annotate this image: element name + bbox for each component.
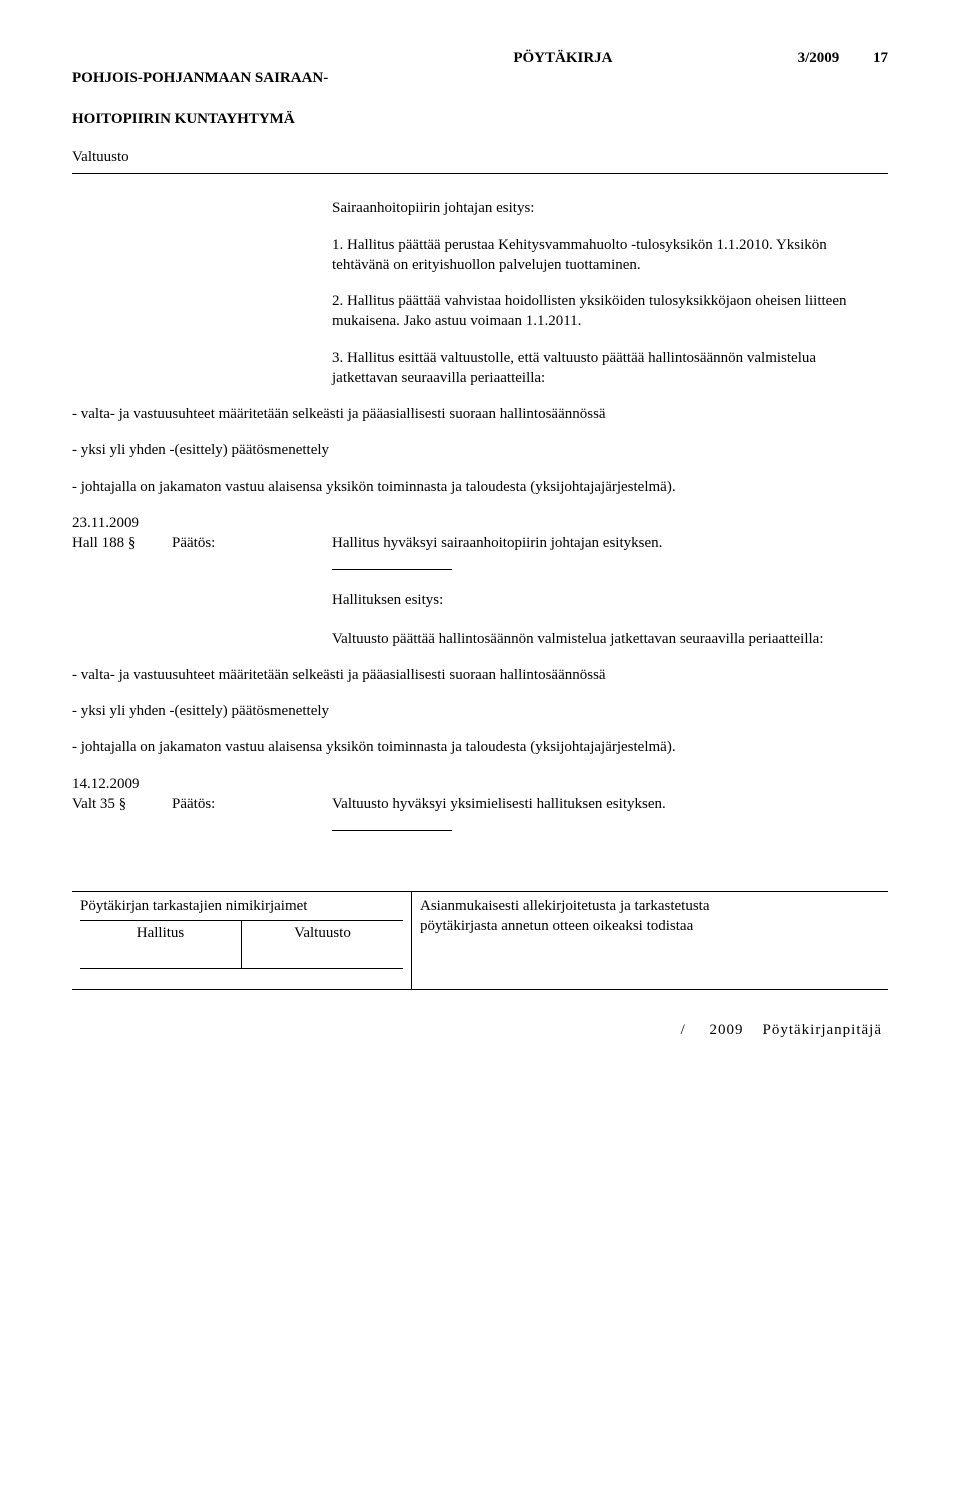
org-line2: HOITOPIIRIN KUNTAYHTYMÄ (72, 111, 295, 127)
item-1: 1. Hallitus päättää perustaa Kehitysvamm… (332, 235, 878, 276)
bottom-role: Pöytäkirjanpitäjä (763, 1022, 882, 1038)
decision2-label: Päätös: (172, 774, 332, 815)
document-header: POHJOIS-POHJANMAAN SAIRAAN- HOITOPIIRIN … (72, 48, 888, 129)
doc-type: PÖYTÄKIRJA (513, 48, 612, 129)
divider (72, 173, 888, 174)
page-bottom: / 2009 Pöytäkirjanpitäjä (72, 1020, 888, 1040)
decision-row-1: 23.11.2009 Hall 188 § Päätös: Hallitus h… (72, 513, 888, 554)
bottom-slash: / (681, 1022, 686, 1038)
doc-number: 3/2009 (798, 50, 840, 66)
footer-table: Pöytäkirjan tarkastajien nimikirjaimet H… (72, 891, 888, 990)
footer-right-line1: Asianmukaisesti allekirjoitetusta ja tar… (420, 896, 880, 916)
decision-row-2: 14.12.2009 Valt 35 § Päätös: Valtuusto h… (72, 774, 888, 815)
board-bullet-1: - valta- ja vastuusuhteet määritetään se… (72, 665, 878, 685)
board-proposal-p1: Valtuusto päättää hallintosäännön valmis… (332, 629, 878, 649)
proposal-label: Sairaanhoitopiirin johtajan esitys: (332, 198, 878, 218)
decision-label: Päätös: (172, 513, 332, 554)
org-line1: POHJOIS-POHJANMAAN SAIRAAN- (72, 70, 328, 86)
decision2-ref: Valt 35 § (72, 796, 126, 812)
decision2-text: Valtuusto hyväksyi yksimielisesti hallit… (332, 774, 888, 815)
decision-ref: Hall 188 § (72, 535, 135, 551)
board-proposal-label: Hallituksen esitys: (332, 590, 888, 610)
footer-right-line2: pöytäkirjasta annetun otteen oikeaksi to… (420, 916, 880, 936)
signature-line-1 (332, 569, 452, 570)
item-3: 3. Hallitus esittää valtuustolle, että v… (332, 348, 878, 389)
bullet-2: - yksi yli yhden -(esittely) päätösmenet… (72, 440, 878, 460)
item-2: 2. Hallitus päättää vahvistaa hoidollist… (332, 291, 878, 332)
decision2-date: 14.12.2009 (72, 776, 140, 792)
decision-date: 23.11.2009 (72, 515, 139, 531)
decision-text: Hallitus hyväksyi sairaanhoitopiirin joh… (332, 513, 888, 554)
footer-sub-row: Hallitus Valtuusto (80, 920, 403, 968)
board-bullet-2: - yksi yli yhden -(esittely) päätösmenet… (72, 701, 878, 721)
bullet-3: - johtajalla on jakamaton vastuu alaisen… (72, 477, 878, 497)
doc-meta: 3/2009 17 (798, 48, 888, 129)
footer-sub-hallitus: Hallitus (80, 921, 242, 967)
section-title: Valtuusto (72, 147, 888, 167)
bullet-1: - valta- ja vastuusuhteet määritetään se… (72, 404, 878, 424)
signature-line-2 (332, 830, 452, 831)
footer-sub-valtuusto: Valtuusto (242, 921, 403, 967)
footer-left-label: Pöytäkirjan tarkastajien nimikirjaimet (80, 896, 403, 916)
bottom-year: 2009 (710, 1022, 744, 1038)
footer-right-col: Asianmukaisesti allekirjoitetusta ja tar… (412, 892, 888, 990)
org-name: POHJOIS-POHJANMAAN SAIRAAN- HOITOPIIRIN … (72, 48, 328, 129)
footer-left-col: Pöytäkirjan tarkastajien nimikirjaimet H… (72, 892, 412, 990)
decision-date-ref: 23.11.2009 Hall 188 § (72, 513, 172, 554)
decision2-date-ref: 14.12.2009 Valt 35 § (72, 774, 172, 815)
board-bullet-3: - johtajalla on jakamaton vastuu alaisen… (72, 737, 878, 757)
page-number: 17 (873, 50, 888, 66)
